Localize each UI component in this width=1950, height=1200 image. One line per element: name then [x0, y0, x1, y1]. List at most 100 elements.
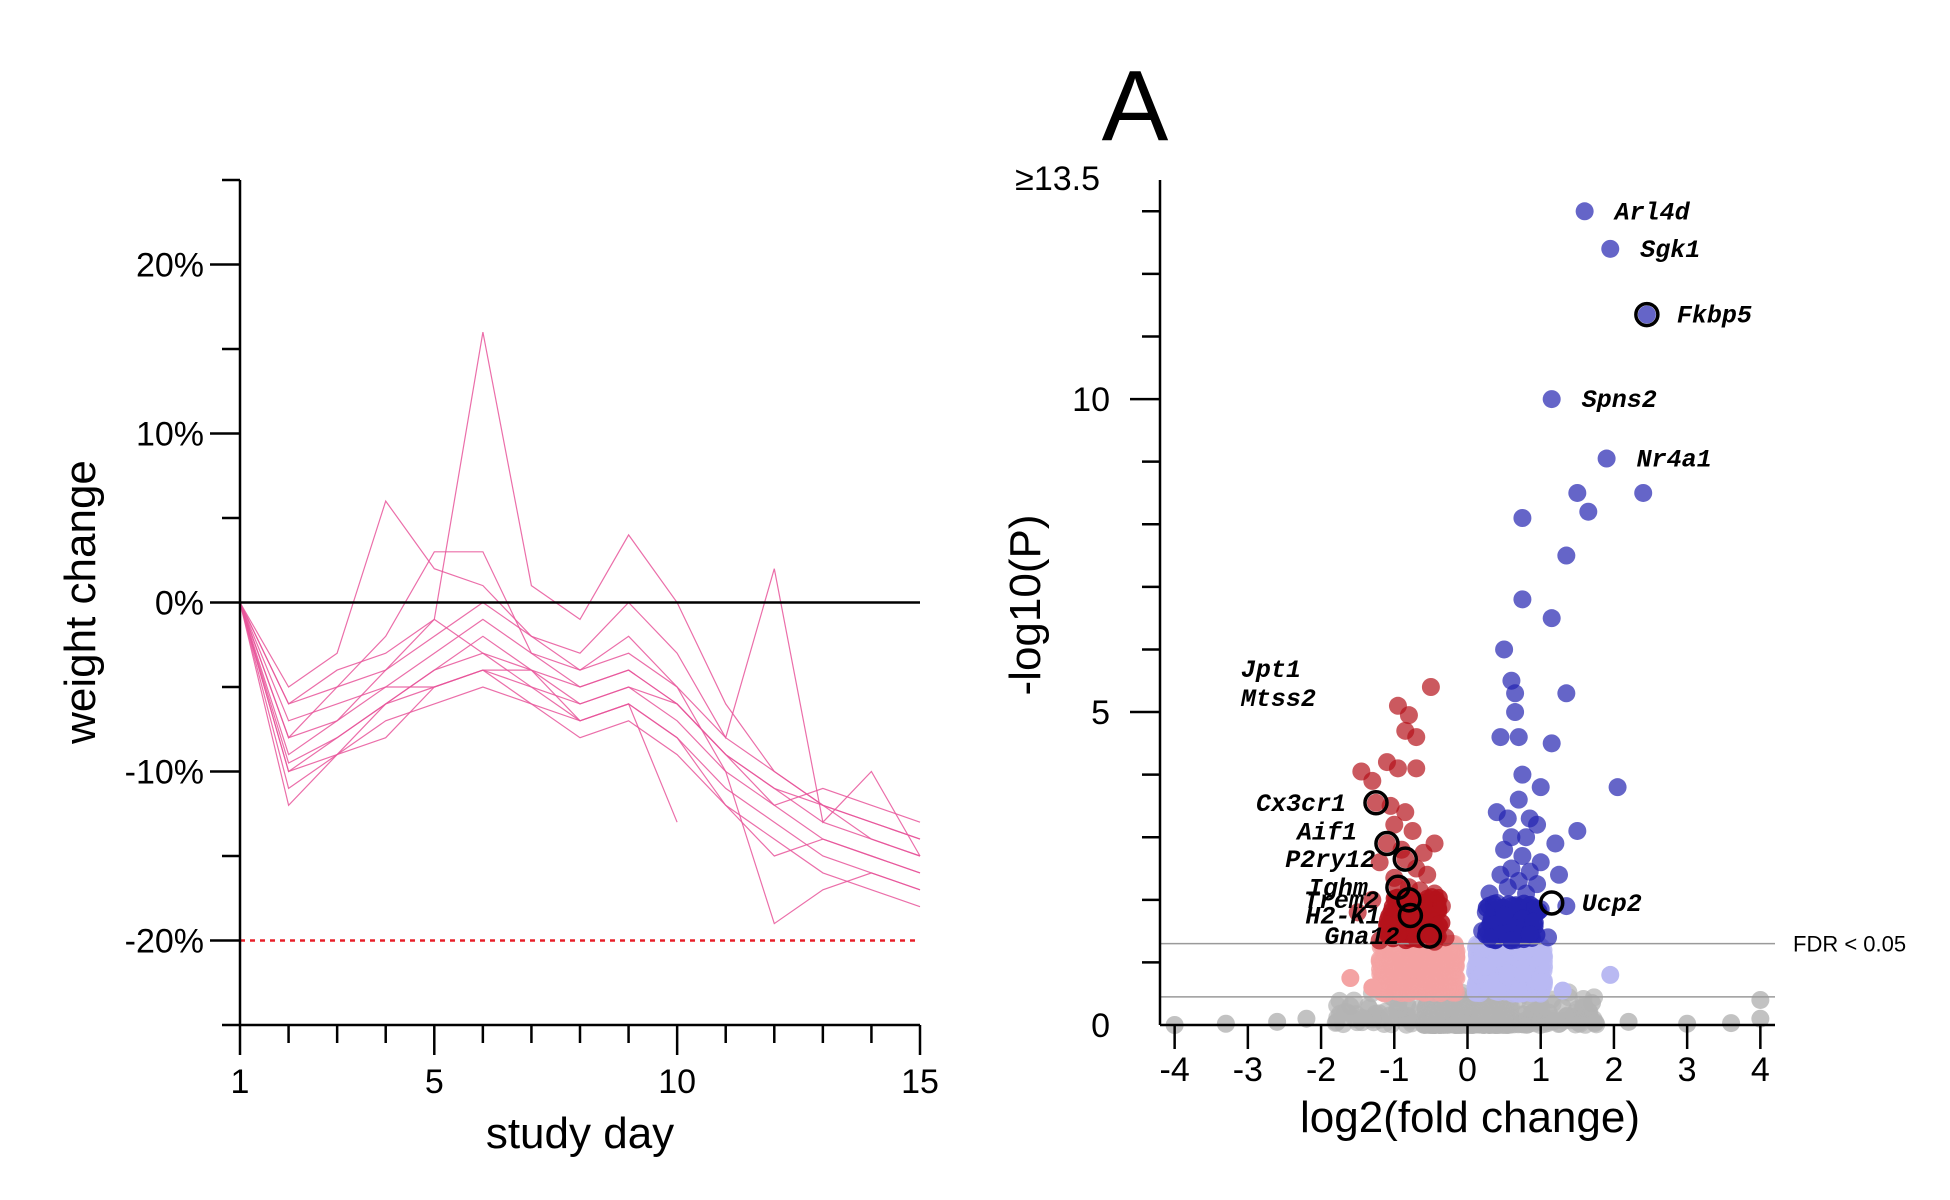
- fdr-threshold-label: FDR < 0.05: [1793, 932, 1906, 957]
- nonsig-point: [1585, 1014, 1604, 1033]
- gene-label: Ighm: [1308, 874, 1368, 903]
- weight-y-tick-label: -20%: [125, 923, 204, 961]
- up-sig-point: [1513, 847, 1532, 865]
- gene-label: P2ry12: [1285, 846, 1375, 875]
- nonsig-point: [1582, 994, 1601, 1013]
- up-sig-point: [1550, 865, 1569, 884]
- up-sig-point: [1637, 305, 1656, 324]
- highlighted-gene-ring: [1538, 890, 1565, 916]
- nonsig-point: [1399, 1009, 1418, 1028]
- up-sig-point: [1513, 590, 1532, 609]
- down-nonsig-point: [1394, 963, 1413, 982]
- weight-series-line-11: [239, 602, 921, 823]
- weight-x-tick-label: 10: [658, 1063, 696, 1101]
- down-sig-point: [1348, 903, 1367, 922]
- up-sig-point: [1601, 239, 1620, 258]
- highlighted-gene-ring: [1634, 301, 1660, 328]
- volcano-x-tick-label: 3: [1678, 1051, 1697, 1089]
- nonsig-point: [1483, 1005, 1502, 1024]
- gene-label: Sgk1: [1640, 236, 1700, 265]
- volcano-y-tick-label: 5: [1091, 694, 1110, 732]
- up-sig-point: [1495, 840, 1514, 859]
- weight-y-tick-label: 20%: [136, 247, 204, 285]
- up-sig-point: [1495, 640, 1514, 659]
- weight-series-line-2: [239, 602, 921, 857]
- gene-label: Cx3cr1: [1256, 790, 1346, 819]
- up-sig-point: [1542, 734, 1561, 753]
- down-sig-point: [1407, 759, 1426, 778]
- up-nonsig-point: [1475, 957, 1494, 976]
- nonsig-point: [1216, 1014, 1235, 1033]
- weight-x-tick-label: 1: [231, 1063, 250, 1101]
- up-sig-point: [1517, 884, 1536, 903]
- volcano-x-axis-title: log2(fold change): [1300, 1093, 1640, 1142]
- volcano-x-tick-label: 0: [1458, 1051, 1477, 1089]
- nonsig-point: [1543, 1009, 1562, 1028]
- nonsig-point: [1341, 997, 1360, 1016]
- up-sig-point: [1509, 728, 1528, 747]
- weight-x-tick-label: 15: [901, 1063, 939, 1101]
- gene-label: Arl4d: [1613, 198, 1691, 227]
- up-nonsig-point: [1532, 973, 1551, 992]
- weight-y-tick-label: 0%: [155, 585, 204, 623]
- nonsig-point: [1601, 965, 1620, 984]
- highlighted-gene-ring: [1397, 902, 1424, 929]
- down-sig-point: [1363, 771, 1382, 790]
- volcano-axes: 0 5 10 ≥13.5 -4 -3 -2 -1 0 1 2 3 4: [1015, 160, 1775, 1089]
- weight-series-lines: [239, 331, 921, 925]
- highlighted-gene-ring: [1374, 830, 1400, 857]
- down-sig-point: [1407, 728, 1426, 747]
- volcano-x-tick-label: 1: [1531, 1051, 1550, 1089]
- volcano-background-points: [1165, 888, 1770, 1034]
- gene-label: Fkbp5: [1677, 302, 1752, 331]
- nonsig-point: [1354, 1009, 1373, 1028]
- weight-series-line-7: [239, 499, 921, 857]
- volcano-y-tick-label: 10: [1072, 381, 1110, 419]
- weight-series-line-12: [239, 602, 678, 823]
- gene-label: Mtss2: [1240, 685, 1316, 714]
- highlighted-gene-ring: [1416, 923, 1443, 949]
- volcano-x-tick-label: -1: [1379, 1051, 1409, 1089]
- down-sig-point: [1399, 706, 1418, 725]
- gene-label: Gna12: [1324, 923, 1399, 952]
- nonsig-point: [1751, 1009, 1770, 1028]
- volcano-x-tick-label: 2: [1604, 1051, 1623, 1089]
- up-sig-point: [1498, 809, 1517, 828]
- up-sig-point: [1491, 728, 1510, 747]
- volcano-x-tick-label: -4: [1160, 1051, 1190, 1089]
- gene-label: Trem2: [1304, 887, 1379, 916]
- down-sig-point: [1370, 853, 1389, 872]
- volcano-x-tick-label: -3: [1233, 1051, 1263, 1089]
- up-sig-point: [1557, 546, 1576, 565]
- weight-series-line-1: [239, 602, 921, 891]
- weight-change-chart: 20%10%0%-10%-20%1 5 10 15 study day weight …: [56, 178, 939, 1158]
- up-nonsig-point: [1513, 965, 1532, 984]
- up-sig-point: [1517, 828, 1536, 847]
- gene-label: Ucp2: [1582, 890, 1642, 919]
- down-nonsig-point: [1400, 981, 1419, 1000]
- nonsig-point: [1327, 1013, 1346, 1032]
- weight-y-tick-label: -10%: [125, 754, 204, 792]
- up-sig-point: [1513, 509, 1532, 527]
- up-nonsig-point: [1498, 963, 1517, 982]
- up-sig-point: [1634, 483, 1653, 502]
- up-sig-point: [1502, 931, 1521, 950]
- gene-label: H2-K1: [1305, 902, 1380, 931]
- up-sig-point: [1539, 928, 1558, 947]
- highlighted-gene-ring: [1396, 887, 1422, 913]
- up-sig-point: [1546, 834, 1565, 853]
- weight-series-line-9: [239, 551, 921, 925]
- weight-x-tick-label: 5: [425, 1063, 444, 1101]
- up-sig-point: [1509, 790, 1528, 809]
- down-sig-point: [1377, 834, 1396, 853]
- down-nonsig-point: [1437, 951, 1456, 970]
- weight-reference-lines: [240, 601, 920, 942]
- nonsig-point: [1751, 990, 1770, 1009]
- up-sig-point: [1531, 778, 1550, 797]
- weight-x-axis-title: study day: [486, 1109, 674, 1158]
- up-sig-point: [1579, 502, 1598, 521]
- nonsig-point: [1722, 1014, 1741, 1033]
- up-sig-point: [1557, 684, 1576, 703]
- panel-letter: A: [1102, 50, 1169, 162]
